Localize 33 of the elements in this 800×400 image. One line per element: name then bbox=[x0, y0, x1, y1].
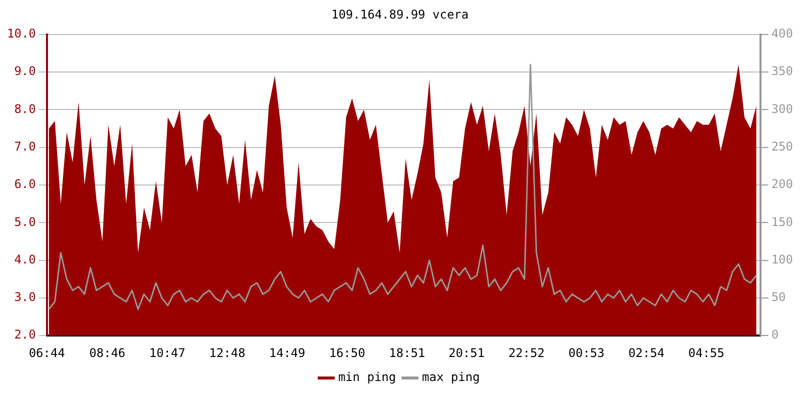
x-tick-label: 04:55 bbox=[688, 346, 724, 360]
x-tick-label: 10:47 bbox=[149, 346, 186, 360]
x-tick-label: 16:50 bbox=[329, 346, 366, 360]
x-tick-label: 06:44 bbox=[28, 346, 65, 360]
y2-tick-label: 350 bbox=[771, 64, 794, 78]
y-tick-label: 7.0 bbox=[14, 139, 36, 154]
y-tick-label: 8.0 bbox=[14, 102, 36, 116]
y-tick-label: 5.0 bbox=[14, 214, 36, 229]
y2-tick-label: 100 bbox=[771, 252, 794, 266]
x-tick-label: 20:51 bbox=[448, 346, 485, 360]
x-tick-label: 00:53 bbox=[568, 346, 604, 360]
y2-tick-label: 300 bbox=[771, 102, 794, 116]
legend-label: max ping bbox=[422, 370, 480, 384]
y2-tick-label: 250 bbox=[771, 139, 794, 154]
y-tick-label: 10.0 bbox=[6, 26, 36, 41]
y2-tick-label: 50 bbox=[771, 290, 786, 304]
x-tick-label: 18:51 bbox=[389, 346, 426, 360]
x-tick-label: 22:52 bbox=[508, 346, 545, 360]
x-tick-label: 12:48 bbox=[209, 346, 246, 360]
y-tick-label: 2.0 bbox=[14, 328, 36, 342]
y-tick-label: 9.0 bbox=[14, 64, 36, 78]
y2-tick-label: 0 bbox=[771, 328, 779, 342]
y-tick-label: 3.0 bbox=[14, 290, 36, 304]
y-tick-label: 4.0 bbox=[14, 252, 36, 266]
y2-tick-label: 200 bbox=[771, 177, 794, 192]
legend-label: min ping bbox=[338, 370, 396, 384]
x-tick-label: 14:49 bbox=[269, 346, 306, 360]
x-tick-label: 08:46 bbox=[89, 346, 126, 360]
y2-tick-label: 150 bbox=[771, 214, 794, 229]
y2-tick-label: 400 bbox=[771, 26, 794, 41]
chart-title: 109.164.89.99 vcera bbox=[331, 7, 469, 22]
x-tick-label: 02:54 bbox=[628, 346, 664, 360]
y-tick-label: 6.0 bbox=[14, 177, 36, 192]
